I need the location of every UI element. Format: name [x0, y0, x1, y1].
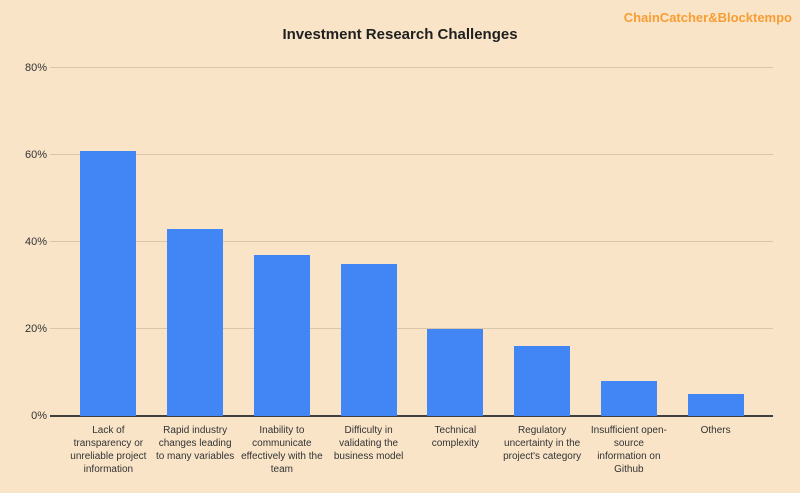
bar-4 [340, 263, 397, 416]
bar-3 [253, 255, 310, 416]
gridline-60% [50, 154, 773, 155]
bar-6 [514, 346, 571, 416]
bar-slot [239, 68, 326, 416]
y-axis-label-0%: 0% [31, 410, 47, 422]
bar-slot [586, 68, 673, 416]
y-axis-label-60%: 60% [24, 149, 47, 161]
bar-slot [499, 68, 586, 416]
bars-container [65, 68, 759, 416]
y-axis-label-20%: 20% [24, 323, 47, 335]
x-axis-line [50, 415, 773, 417]
x-axis-label-7: Insufficient open- source information on… [590, 425, 667, 475]
gridline-40% [50, 241, 773, 242]
bar-slot [65, 68, 152, 416]
bar-slot [412, 68, 499, 416]
y-axis-label-40%: 40% [24, 236, 47, 248]
x-axis-label-3: Inability to communicate effectively wit… [241, 425, 323, 475]
bar-7 [600, 381, 657, 416]
bar-8 [687, 394, 744, 416]
bar-slot [152, 68, 239, 416]
bar-slot [325, 68, 412, 416]
x-axis-label-6: Regulatory uncertainty in the project's … [503, 425, 582, 462]
y-axis-label-80%: 80% [24, 62, 47, 74]
x-axis-label-1: Lack of transparency or unreliable proje… [70, 425, 147, 475]
bar-1 [80, 150, 137, 416]
gridline-20% [50, 328, 773, 329]
plot-area [50, 67, 773, 417]
bar-2 [167, 228, 224, 416]
x-axis-labels-container: Lack of transparency or unreliable proje… [65, 424, 759, 476]
x-axis-label-2: Rapid industry changes leading to many v… [155, 425, 235, 462]
x-axis-label-4: Difficulty in validating the business mo… [333, 425, 404, 462]
gridline-80% [50, 67, 773, 68]
bar-slot [672, 68, 759, 416]
chart-title: Investment Research Challenges [282, 26, 518, 43]
bar-5 [427, 329, 484, 416]
x-axis-label-8: Others [700, 425, 731, 436]
watermark-text: ChainCatcher&Blocktempo [623, 10, 792, 25]
x-axis-label-5: Technical complexity [431, 425, 479, 449]
